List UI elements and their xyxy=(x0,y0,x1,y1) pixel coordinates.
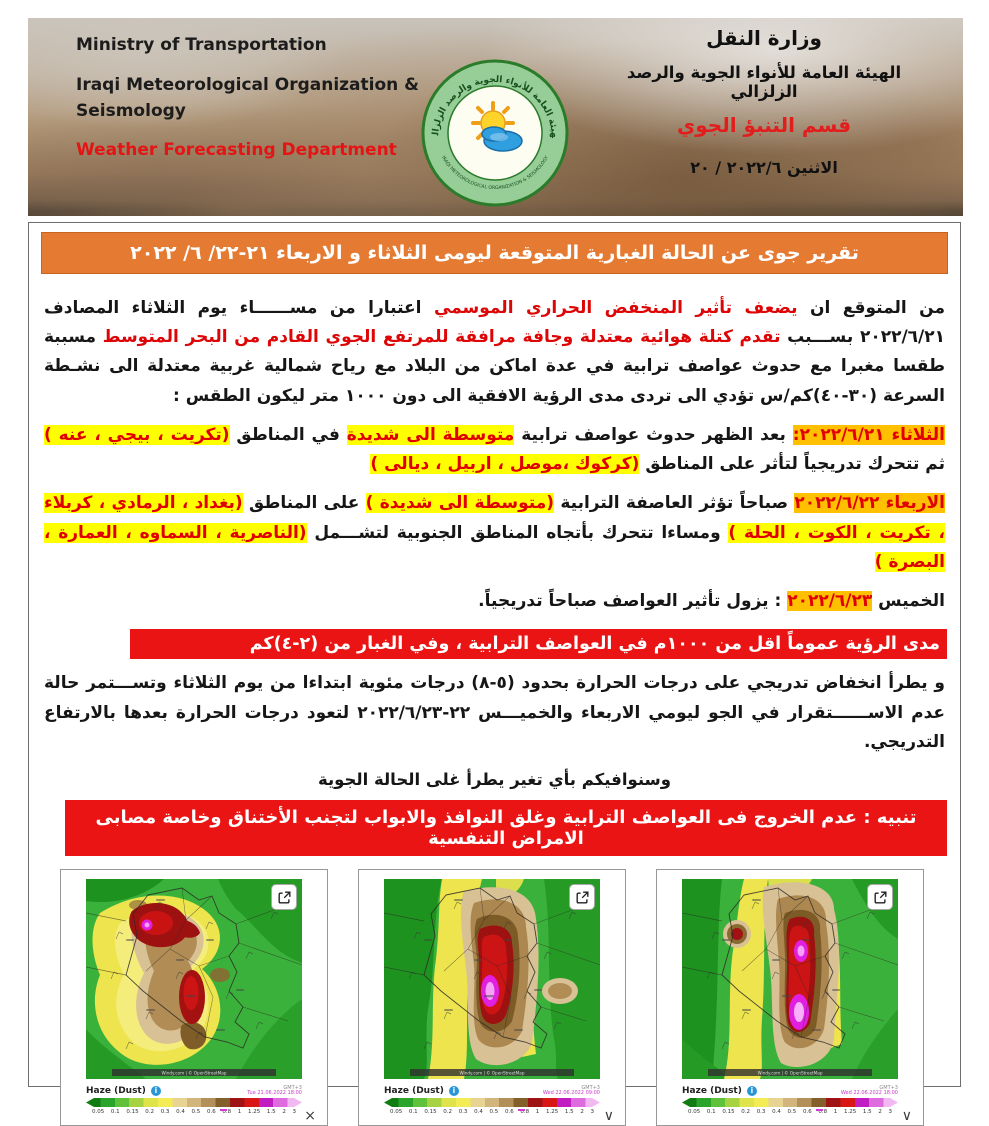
wind-barbs xyxy=(408,901,577,1050)
legend-label: Haze (Dust) xyxy=(682,1086,742,1097)
warning-banner: تنبيه : عدم الخروج فى العواصف الترابية و… xyxy=(65,800,947,857)
color-scale-bar xyxy=(682,1098,898,1107)
chevron-down-icon[interactable]: ∨ xyxy=(603,1108,614,1125)
intro-paragraph: من المتوقع ان يضعف تأثير المنخفض الحراري… xyxy=(44,298,946,406)
map-attribution: Windy.com | © OpenStreetMap xyxy=(161,1070,226,1075)
country-borders xyxy=(384,887,600,1049)
scale-cursor xyxy=(219,1109,227,1112)
cloud-icon xyxy=(481,126,523,152)
organization-title-en-2: Seismology xyxy=(76,101,186,122)
scale-cursor xyxy=(517,1109,525,1112)
color-scale-ticks: 0.05 0.1 0.15 0.2 0.3 0.4 0.5 0.6 0.8 1 1.25 1.5 2 3 xyxy=(92,1109,296,1116)
organization-title-en: Iraqi Meteorological Organization & xyxy=(76,75,419,95)
legend-label: Haze (Dust) xyxy=(86,1086,146,1097)
color-scale-bar xyxy=(384,1098,600,1107)
legend-label: Haze (Dust) xyxy=(384,1086,444,1097)
ministry-title-ar: وزارة النقل xyxy=(706,26,822,50)
report-body: تقرير جوى عن الحالة الغبارية المتوقعة لي… xyxy=(28,222,961,1126)
country-borders xyxy=(86,887,302,1049)
forecast-maps-row: Windy.com | © OpenStreetMap Haze (Dust) xyxy=(60,869,960,1126)
organization-logo: الهيئة العامة للأنواء الجوية والرصد الزل… xyxy=(421,59,569,207)
dust-map-canvas-1: Windy.com | © OpenStreetMap xyxy=(86,879,302,1080)
wind-barbs xyxy=(110,901,279,1050)
dust-map-canvas-2: Windy.com | © OpenStreetMap xyxy=(384,879,600,1080)
report-title-banner: تقرير جوى عن الحالة الغبارية المتوقعة لي… xyxy=(41,232,948,274)
dust-map-card-wednesday-afternoon: Windy.com | © OpenStreetMap Haze (Dust) xyxy=(656,869,924,1126)
share-icon[interactable] xyxy=(867,884,893,911)
header-english-block: Ministry of Transportation Iraqi Meteoro… xyxy=(76,35,419,160)
share-icon[interactable] xyxy=(569,884,595,911)
map-attribution: Windy.com | © OpenStreetMap xyxy=(459,1070,524,1075)
dust-map-3: Windy.com | © OpenStreetMap xyxy=(682,879,898,1080)
dust-map-card-wednesday-morning: Windy.com | © OpenStreetMap Haze (Dust) xyxy=(358,869,626,1126)
color-scale-ticks: 0.05 0.1 0.15 0.2 0.3 0.4 0.5 0.6 0.8 1 1.25 1.5 2 3 xyxy=(390,1109,594,1116)
city-labels xyxy=(722,899,840,1032)
chevron-down-icon[interactable]: ∨ xyxy=(901,1108,912,1125)
dust-map-2: Windy.com | © OpenStreetMap xyxy=(384,879,600,1080)
thursday-forecast: الخميس ٢٠٢٢/٦/٢٣ : يزول تأثير العواصف صب… xyxy=(478,591,945,612)
header-photo-duststorm: Ministry of Transportation Iraqi Meteoro… xyxy=(28,18,963,216)
scale-cursor xyxy=(815,1109,823,1112)
map-timestamp: Tue 21.06.2022 18:00 xyxy=(247,1090,302,1097)
visibility-banner: مدى الرؤية عموماً اقل من ١٠٠٠م في العواص… xyxy=(130,629,947,660)
organization-title-ar: الهيئة العامة للأنواء الجوية والرصد الزل… xyxy=(626,63,902,101)
department-title-en: Weather Forecasting Department xyxy=(76,139,397,160)
close-icon[interactable]: × xyxy=(304,1108,316,1125)
color-scale-ticks: 0.05 0.1 0.15 0.2 0.3 0.4 0.5 0.6 0.8 1 1.25 1.5 2 3 xyxy=(688,1109,892,1116)
info-icon[interactable]: i xyxy=(150,1086,161,1097)
report-page: Ministry of Transportation Iraqi Meteoro… xyxy=(28,18,963,1126)
report-date: الاثنين ٢٠٢٢/٦ / ٢٠ xyxy=(690,158,838,177)
header-arabic-block: وزارة النقل الهيئة العامة للأنواء الجوية… xyxy=(599,26,929,177)
country-borders xyxy=(682,887,898,1049)
color-scale-bar xyxy=(86,1098,302,1107)
wednesday-forecast: الاربعاء ٢٠٢٢/٦/٢٢ صباحاً تؤثر العاصفة ا… xyxy=(44,493,946,572)
wind-barbs xyxy=(706,901,875,1050)
dust-map-1: Windy.com | © OpenStreetMap xyxy=(86,879,302,1080)
map-timestamp: Wed 22.06.2022 18:00 xyxy=(840,1090,898,1097)
map-attribution: Windy.com | © OpenStreetMap xyxy=(757,1070,822,1075)
map-timestamp: Wed 22.06.2022 09:00 xyxy=(542,1090,600,1097)
dust-map-canvas-3: Windy.com | © OpenStreetMap xyxy=(682,879,898,1080)
temperature-paragraph: و يطرأ انخفاض تدريجي على درجات الحرارة ب… xyxy=(44,673,946,752)
city-labels xyxy=(126,899,244,1032)
tuesday-forecast: الثلاثاء ٢٠٢٢/٦/٢١: بعد الظهر حدوث عواصف… xyxy=(44,424,945,475)
followup-note: وسنوافيكم بأي تغير يطرأ غلى الحالة الجوي… xyxy=(317,770,672,790)
city-labels xyxy=(424,899,542,1032)
info-icon[interactable]: i xyxy=(448,1086,459,1097)
share-icon[interactable] xyxy=(271,884,297,911)
dust-map-card-tuesday-afternoon: Windy.com | © OpenStreetMap Haze (Dust) xyxy=(60,869,328,1126)
department-title-ar: قسم التنبؤ الجوي xyxy=(676,113,852,137)
ministry-title-en: Ministry of Transportation xyxy=(76,35,327,55)
info-icon[interactable]: i xyxy=(746,1086,757,1097)
